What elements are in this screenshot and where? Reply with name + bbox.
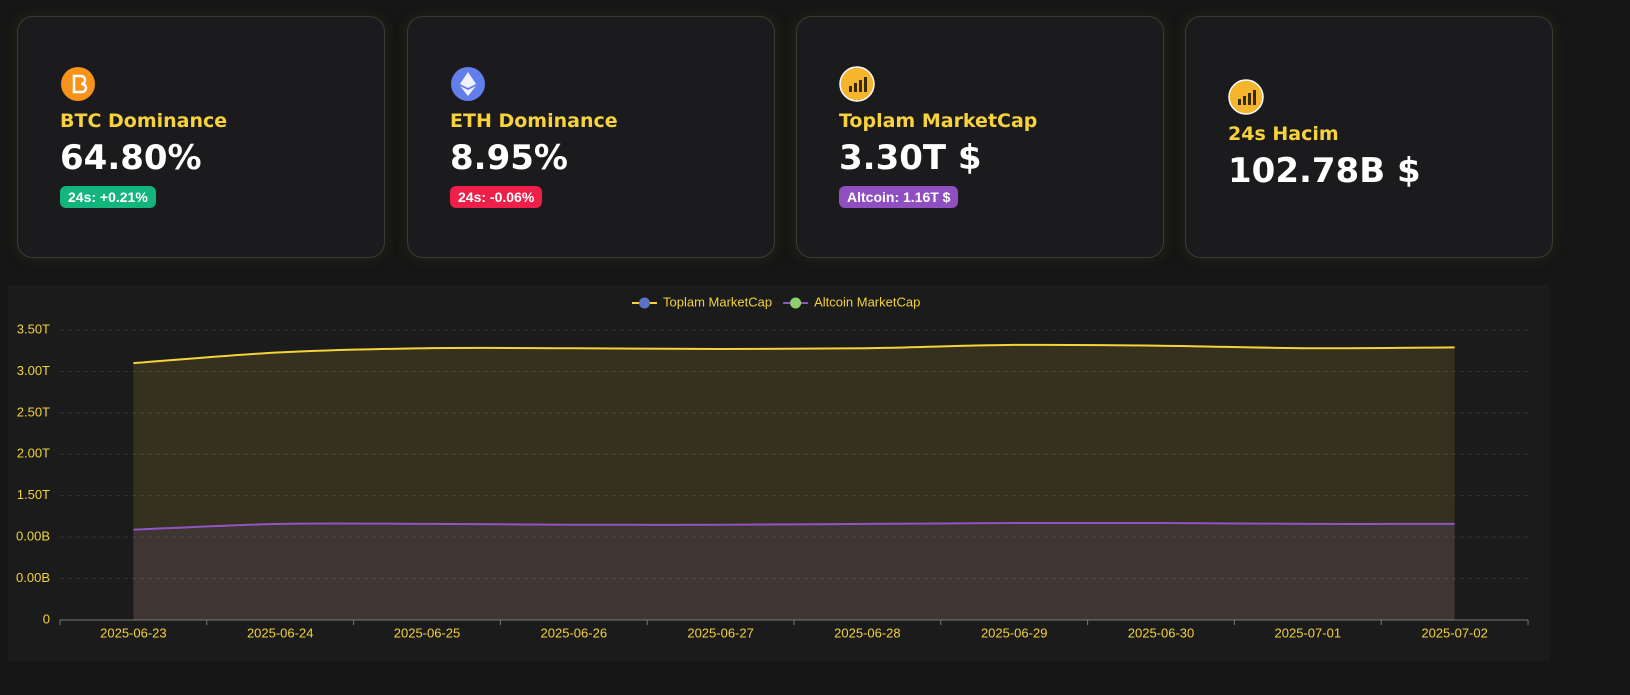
- x-tick-label: 2025-07-01: [1275, 625, 1342, 640]
- card-value: 64.80%: [60, 138, 202, 178]
- y-tick-label: 0.00B: [16, 529, 50, 544]
- legend-label: Altcoin MarketCap: [814, 294, 920, 309]
- change-badge: 24s: +0.21%: [60, 186, 156, 208]
- y-tick-label: 3.50T: [17, 321, 50, 336]
- x-tick-label: 2025-06-23: [100, 625, 167, 640]
- legend-marker: [790, 297, 802, 309]
- card-value: 102.78B $: [1228, 151, 1421, 191]
- x-tick-label: 2025-06-28: [834, 625, 901, 640]
- x-tick-label: 2025-06-27: [687, 625, 754, 640]
- x-tick-label: 2025-06-29: [981, 625, 1048, 640]
- stat-card: Toplam MarketCap 3.30T $ Altcoin: 1.16T $: [796, 16, 1164, 258]
- legend-marker: [639, 297, 650, 309]
- line: [133, 521, 1455, 531]
- y-tick-label: 0.00B: [16, 570, 50, 585]
- stat-card: 24s Hacim 102.78B $: [1185, 16, 1553, 258]
- card-icon: [1228, 79, 1264, 115]
- card-icon: [61, 67, 95, 101]
- stat-card: ETH Dominance 8.95% 24s: -0.06%: [407, 16, 775, 258]
- y-tick-label: 2.00T: [17, 446, 50, 461]
- area: [133, 522, 1455, 620]
- x-tick-label: 2025-06-25: [394, 625, 461, 640]
- area: [133, 344, 1455, 620]
- y-tick-label: 2.50T: [17, 404, 50, 419]
- card-icon: [451, 67, 485, 101]
- x-tick-label: 2025-06-24: [247, 625, 314, 640]
- line: [133, 343, 1455, 365]
- card-title: BTC Dominance: [60, 110, 228, 132]
- stat-card: BTC Dominance 64.80% 24s: +0.21%: [17, 16, 385, 258]
- card-icon: [839, 66, 875, 102]
- change-badge: Altcoin: 1.16T $: [839, 186, 959, 208]
- chart: 0 0.00B 0.00B 1.50T 2.00T 2.50T 3.00T 3.50T 2025…: [8, 285, 1550, 661]
- x-tick-label: 2025-06-30: [1128, 625, 1195, 640]
- card-title: ETH Dominance: [450, 110, 618, 132]
- x-tick-label: 2025-07-02: [1421, 625, 1488, 640]
- legend-label: Toplam MarketCap: [663, 294, 772, 309]
- y-tick-label: 0: [43, 611, 50, 626]
- x-tick-label: 2025-06-26: [541, 625, 608, 640]
- card-title: 24s Hacim: [1228, 123, 1339, 145]
- card-title: Toplam MarketCap: [839, 110, 1038, 132]
- card-value: 8.95%: [450, 138, 568, 178]
- card-value: 3.30T $: [839, 138, 982, 178]
- y-tick-label: 3.00T: [17, 363, 50, 378]
- y-tick-label: 1.50T: [17, 487, 50, 502]
- change-badge: 24s: -0.06%: [450, 186, 543, 208]
